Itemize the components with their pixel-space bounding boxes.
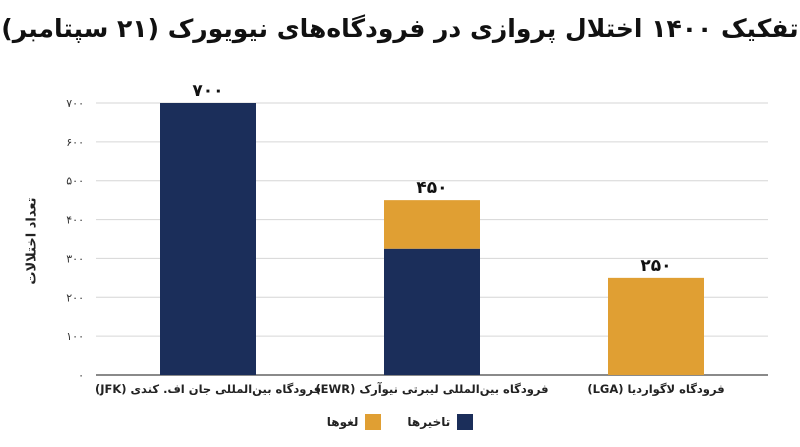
y-tick-label: ۳۰۰: [66, 252, 84, 265]
legend-label-delays: تاخیرها: [407, 415, 451, 429]
bar-delays: [384, 248, 480, 375]
y-tick-label: ۶۰۰: [66, 136, 84, 149]
y-tick-label: ۷۰۰: [66, 97, 84, 110]
bar-cancellations: [384, 200, 480, 249]
y-tick-label: ۲۰۰: [66, 291, 84, 304]
bar-delays: [160, 103, 256, 375]
y-tick-label: ۰: [78, 369, 84, 382]
legend: تاخیرها لغوها: [0, 414, 800, 430]
x-category-label: فرودگاه بین‌المللی جان اف. کندی (JFK): [95, 382, 321, 397]
legend-swatch-delays: [457, 414, 474, 430]
legend-item-cancellations: لغوها: [327, 414, 382, 430]
y-tick-label: ۴۰۰: [66, 214, 84, 227]
legend-label-cancellations: لغوها: [326, 415, 359, 429]
y-tick-label: ۵۰۰: [66, 175, 84, 188]
x-category-label: فرودگاه لاگواردیا (LGA): [587, 382, 724, 397]
chart-title: تفکیک ۱۴۰۰ اختلال پروازی در فرودگاه‌های …: [1, 14, 799, 43]
bar-total-label: ۷۰۰: [192, 81, 223, 101]
y-tick-label: ۱۰۰: [66, 330, 84, 343]
bar-cancellations: [608, 277, 704, 375]
x-category-label: فرودگاه بین‌المللی لیبرتی نیوآرک (EWR): [315, 382, 548, 397]
bar-total-label: ۴۵۰: [416, 178, 447, 198]
legend-item-delays: تاخیرها: [407, 414, 474, 430]
bar-total-label: ۲۵۰: [640, 256, 671, 276]
legend-swatch-cancellations: [365, 414, 382, 430]
